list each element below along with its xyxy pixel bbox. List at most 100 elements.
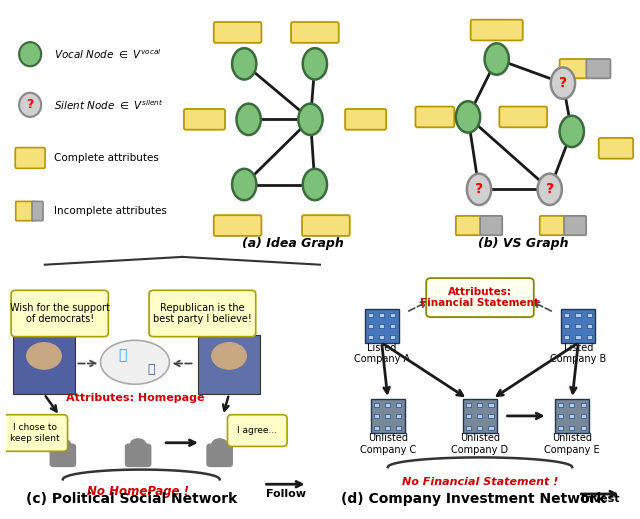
FancyBboxPatch shape (214, 22, 262, 43)
FancyBboxPatch shape (587, 324, 592, 328)
FancyBboxPatch shape (32, 201, 43, 221)
Ellipse shape (212, 439, 227, 450)
Ellipse shape (538, 174, 562, 205)
FancyBboxPatch shape (488, 414, 493, 418)
Ellipse shape (303, 169, 327, 200)
FancyBboxPatch shape (302, 215, 350, 236)
FancyBboxPatch shape (575, 335, 580, 339)
Ellipse shape (55, 439, 70, 450)
Text: I chose to
keep silent: I chose to keep silent (10, 424, 60, 443)
Text: Unlisted
Company C: Unlisted Company C (360, 433, 416, 455)
Ellipse shape (212, 343, 246, 369)
Text: No HomePage !: No HomePage ! (87, 485, 189, 498)
FancyBboxPatch shape (291, 22, 339, 43)
FancyBboxPatch shape (396, 403, 401, 407)
FancyBboxPatch shape (379, 324, 384, 328)
Text: ?: ? (26, 99, 34, 112)
Text: No Financial Statement !: No Financial Statement ! (402, 477, 558, 487)
FancyBboxPatch shape (385, 426, 390, 430)
FancyBboxPatch shape (580, 426, 586, 430)
FancyBboxPatch shape (466, 403, 471, 407)
Ellipse shape (484, 43, 509, 75)
FancyBboxPatch shape (50, 444, 76, 467)
FancyBboxPatch shape (564, 335, 570, 339)
FancyBboxPatch shape (477, 414, 483, 418)
Ellipse shape (559, 116, 584, 147)
FancyBboxPatch shape (15, 147, 45, 168)
FancyBboxPatch shape (477, 403, 483, 407)
FancyBboxPatch shape (564, 312, 570, 317)
Ellipse shape (19, 93, 41, 117)
FancyBboxPatch shape (586, 59, 611, 78)
FancyBboxPatch shape (13, 335, 76, 394)
Text: Follow: Follow (266, 489, 305, 499)
FancyBboxPatch shape (385, 414, 390, 418)
Text: (c) Political Social Network: (c) Political Social Network (26, 492, 237, 506)
FancyBboxPatch shape (214, 215, 262, 236)
Ellipse shape (100, 340, 170, 384)
Ellipse shape (298, 104, 323, 135)
Text: Incomplete attributes: Incomplete attributes (54, 206, 167, 216)
FancyBboxPatch shape (564, 216, 586, 235)
FancyBboxPatch shape (367, 324, 372, 328)
Ellipse shape (303, 48, 327, 79)
Text: Unlisted
Company D: Unlisted Company D (451, 433, 509, 455)
Ellipse shape (456, 101, 480, 133)
FancyBboxPatch shape (480, 216, 502, 235)
Text: (b) VS Graph: (b) VS Graph (478, 237, 568, 250)
FancyBboxPatch shape (463, 399, 497, 433)
FancyBboxPatch shape (385, 403, 390, 407)
FancyBboxPatch shape (11, 290, 108, 337)
FancyBboxPatch shape (556, 399, 589, 433)
FancyBboxPatch shape (365, 309, 399, 343)
FancyBboxPatch shape (415, 106, 454, 127)
FancyBboxPatch shape (466, 426, 471, 430)
FancyBboxPatch shape (374, 414, 379, 418)
FancyBboxPatch shape (470, 20, 523, 40)
FancyBboxPatch shape (587, 312, 592, 317)
FancyBboxPatch shape (396, 426, 401, 430)
FancyBboxPatch shape (575, 324, 580, 328)
Text: Invest: Invest (580, 494, 619, 504)
FancyBboxPatch shape (488, 403, 493, 407)
FancyBboxPatch shape (371, 399, 404, 433)
FancyBboxPatch shape (558, 414, 563, 418)
Text: Listed
Company B: Listed Company B (550, 343, 607, 364)
Text: I agree...: I agree... (237, 426, 277, 435)
Text: Listed
Company A: Listed Company A (354, 343, 410, 364)
FancyBboxPatch shape (570, 403, 575, 407)
Ellipse shape (232, 48, 257, 79)
FancyBboxPatch shape (564, 324, 570, 328)
Text: ?: ? (546, 182, 554, 196)
FancyBboxPatch shape (456, 216, 483, 235)
FancyBboxPatch shape (540, 216, 566, 235)
FancyBboxPatch shape (227, 415, 287, 446)
FancyBboxPatch shape (488, 426, 493, 430)
FancyBboxPatch shape (345, 109, 386, 130)
Ellipse shape (27, 343, 61, 369)
FancyBboxPatch shape (379, 312, 384, 317)
FancyBboxPatch shape (580, 414, 586, 418)
Text: Unlisted
Company E: Unlisted Company E (545, 433, 600, 455)
FancyBboxPatch shape (558, 426, 563, 430)
FancyBboxPatch shape (374, 426, 379, 430)
FancyBboxPatch shape (466, 414, 471, 418)
FancyBboxPatch shape (499, 106, 547, 127)
FancyBboxPatch shape (390, 324, 396, 328)
Text: ?: ? (475, 182, 483, 196)
Text: Vocal Node $\in$ $V^{vocal}$: Vocal Node $\in$ $V^{vocal}$ (54, 47, 161, 61)
FancyBboxPatch shape (570, 426, 575, 430)
FancyBboxPatch shape (396, 414, 401, 418)
Text: (a) Idea Graph: (a) Idea Graph (242, 237, 344, 250)
FancyBboxPatch shape (477, 426, 483, 430)
Ellipse shape (551, 67, 575, 99)
FancyBboxPatch shape (374, 403, 379, 407)
Text: Republican is the
best party I believe!: Republican is the best party I believe! (153, 303, 252, 324)
FancyBboxPatch shape (367, 312, 372, 317)
FancyBboxPatch shape (580, 403, 586, 407)
Text: 🐦: 🐦 (118, 348, 127, 362)
Ellipse shape (19, 42, 41, 66)
FancyBboxPatch shape (598, 138, 633, 159)
FancyBboxPatch shape (570, 414, 575, 418)
FancyBboxPatch shape (367, 335, 372, 339)
